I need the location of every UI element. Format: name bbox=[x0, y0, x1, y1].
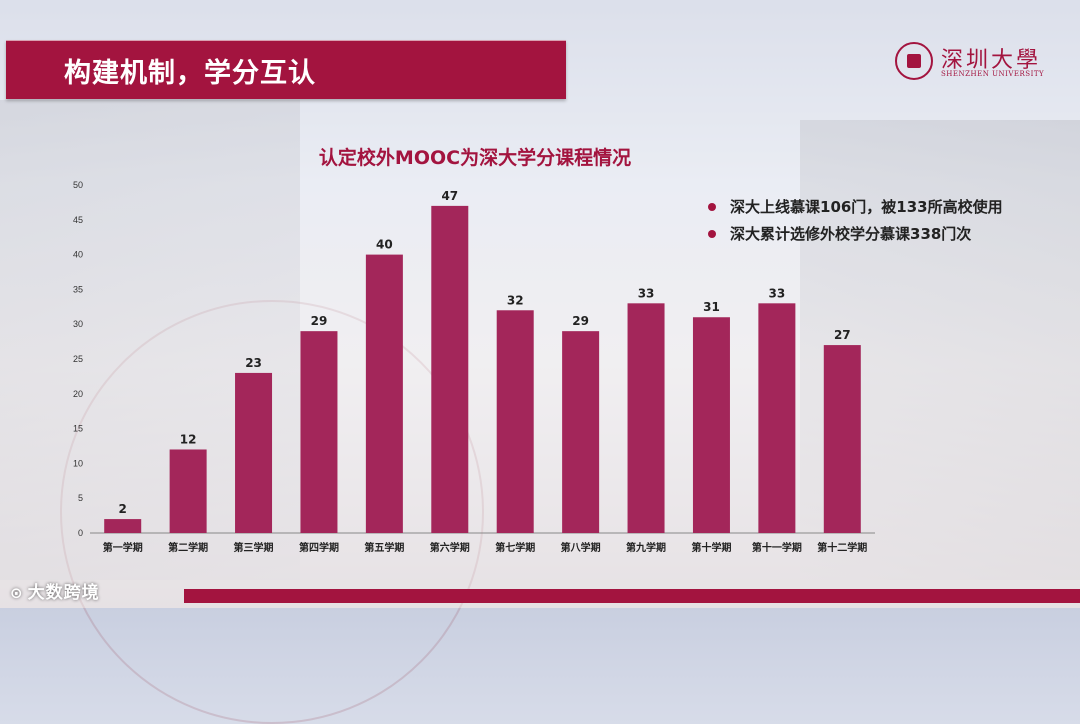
y-tick-label: 5 bbox=[78, 493, 83, 503]
note-text: 深大上线慕课106门，被133所高校使用 bbox=[730, 198, 1003, 216]
y-tick-label: 0 bbox=[78, 528, 83, 538]
y-tick-label: 25 bbox=[73, 354, 83, 364]
data-label: 40 bbox=[376, 238, 393, 252]
data-label: 33 bbox=[638, 286, 655, 300]
bar bbox=[562, 331, 600, 533]
watermark-text: 大数跨境 bbox=[27, 583, 100, 603]
data-label: 27 bbox=[834, 328, 851, 342]
logo-english-name: SHENZHEN UNIVERSITY bbox=[941, 70, 1045, 78]
x-tick-label: 第四学期 bbox=[299, 541, 339, 554]
bar bbox=[169, 449, 207, 533]
data-label: 29 bbox=[572, 314, 589, 328]
bullet-icon bbox=[708, 202, 716, 211]
data-label: 12 bbox=[180, 432, 197, 446]
bar bbox=[692, 317, 730, 533]
x-tick-label: 第七学期 bbox=[495, 541, 535, 554]
x-tick-label: 第十学期 bbox=[691, 541, 731, 554]
data-label: 31 bbox=[703, 300, 720, 314]
logo-chinese-name: 深圳大學 bbox=[941, 48, 1042, 73]
x-tick-label: 第二学期 bbox=[168, 541, 208, 554]
bar bbox=[823, 345, 861, 533]
bar bbox=[235, 372, 273, 533]
x-tick-label: 第十二学期 bbox=[817, 541, 867, 554]
chart-title: 认定校外MOOC为深大学分课程情况 bbox=[318, 147, 632, 169]
bullet-icon bbox=[708, 229, 716, 238]
data-label: 32 bbox=[507, 293, 524, 307]
footer-bar bbox=[184, 589, 1080, 603]
title-bar: 构建机制，学分互认 bbox=[6, 40, 566, 99]
data-label: 33 bbox=[769, 286, 786, 300]
bar bbox=[300, 331, 338, 533]
x-tick-label: 第一学期 bbox=[103, 541, 143, 554]
data-label: 23 bbox=[245, 356, 262, 370]
x-tick-label: 第八学期 bbox=[561, 541, 601, 554]
data-label: 29 bbox=[311, 314, 328, 328]
university-logo: 深圳大學 SHENZHEN UNIVERSITY bbox=[895, 42, 1055, 82]
bar-chart: 0 5 10 15 20 25 30 35 40 45 50 2 第一学期 12 第二学期 23 第三学期 29 第… bbox=[73, 180, 875, 554]
k100-logo-icon: ⊙ bbox=[10, 584, 24, 602]
watermark: ⊙ 大数跨境 bbox=[10, 578, 100, 603]
x-tick-label: 第九学期 bbox=[626, 541, 666, 554]
note-text: 深大累计选修外校学分慕课338门次 bbox=[730, 225, 972, 243]
x-tick-label: 第十一学期 bbox=[752, 541, 802, 554]
y-tick-label: 50 bbox=[73, 180, 83, 190]
bar bbox=[365, 254, 403, 533]
bar bbox=[104, 519, 142, 533]
bar bbox=[758, 303, 796, 533]
y-tick-label: 10 bbox=[73, 458, 83, 468]
y-tick-label: 15 bbox=[73, 424, 83, 434]
x-tick-label: 第三学期 bbox=[234, 541, 274, 554]
y-tick-label: 40 bbox=[73, 250, 83, 260]
seal-icon bbox=[895, 42, 933, 80]
bar bbox=[431, 205, 469, 533]
slide-title: 构建机制，学分互认 bbox=[64, 58, 316, 89]
y-tick-label: 35 bbox=[73, 284, 83, 294]
y-tick-label: 20 bbox=[73, 389, 83, 399]
data-label: 47 bbox=[441, 189, 458, 203]
bar bbox=[627, 303, 665, 533]
bar bbox=[496, 310, 534, 533]
x-tick-label: 第六学期 bbox=[430, 541, 470, 554]
y-tick-label: 45 bbox=[73, 215, 83, 225]
notes-list: 深大上线慕课106门，被133所高校使用 深大累计选修外校学分慕课338门次 bbox=[708, 196, 1003, 250]
y-tick-label: 30 bbox=[73, 319, 83, 329]
data-label: 2 bbox=[119, 502, 127, 516]
x-tick-label: 第五学期 bbox=[364, 541, 404, 554]
note-item: 深大上线慕课106门，被133所高校使用 bbox=[708, 196, 1003, 217]
note-item: 深大累计选修外校学分慕课338门次 bbox=[708, 223, 1003, 244]
